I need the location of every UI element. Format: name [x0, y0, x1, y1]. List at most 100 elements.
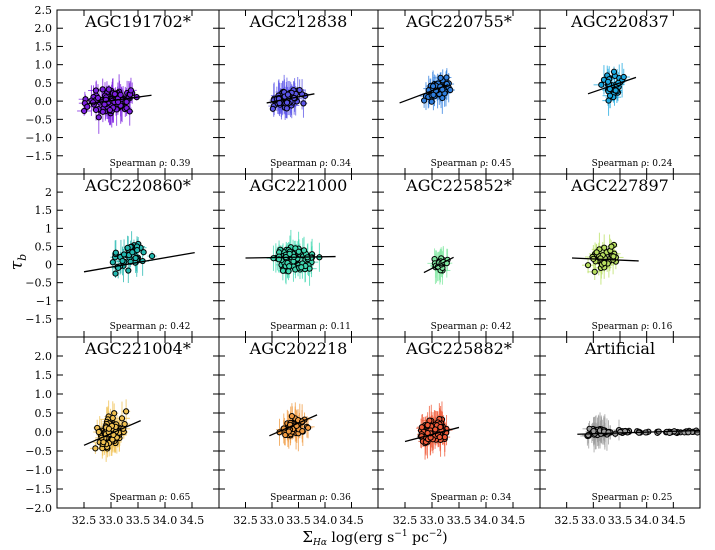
- fit-line: [245, 255, 336, 259]
- data-points: [276, 402, 315, 452]
- panel-agc220837: AGC220837 Spearman ρ: 0.24: [539, 9, 701, 175]
- data-point: [123, 98, 130, 106]
- data-point: [112, 270, 119, 277]
- data-point: [132, 254, 139, 262]
- data-point: [430, 91, 437, 98]
- y-tick-label: 1.5: [35, 204, 53, 217]
- panel-frame: [377, 9, 541, 175]
- data-points: [581, 232, 624, 285]
- panel-agc225882-star: 32.5 33.0 33.5 34.0 34.5 AGC225882* Spearman ρ…: [377, 336, 541, 527]
- x-tick-label: 33.5: [608, 514, 633, 527]
- data-point: [269, 105, 276, 112]
- data-point: [428, 98, 435, 105]
- panel-title: AGC212838: [249, 12, 348, 31]
- y-tick-label: 2.0: [35, 22, 53, 35]
- x-axis-label-subscript: Hα: [312, 538, 327, 548]
- data-points: [593, 62, 630, 116]
- fit-line: [83, 251, 195, 273]
- y-tick-label: −1.5: [25, 483, 52, 496]
- data-point: [112, 249, 119, 256]
- data-point: [288, 413, 296, 420]
- data-point: [606, 92, 614, 99]
- data-points: [89, 399, 131, 462]
- panel-grid: −1.5 −1.0 −0.5 0.0 0.5 1.0 1.5 2.0 2.5 AGC191702*…: [25, 4, 701, 527]
- data-point: [95, 114, 102, 121]
- fit-line: [269, 414, 318, 437]
- data-point: [447, 86, 454, 94]
- data-point: [424, 422, 431, 429]
- panel-frame: [56, 9, 220, 175]
- panel-artificial: 32.5 33.0 33.5 34.0 34.5 Artificial Spearman ρ…: [539, 336, 701, 527]
- x-tick-label: 33.0: [260, 514, 285, 527]
- spearman-label: Spearman ρ: 0.39: [110, 159, 191, 169]
- y-axis-label: τb: [7, 254, 29, 270]
- data-point: [286, 263, 293, 270]
- spearman-label: Spearman ρ: 0.36: [270, 493, 351, 503]
- data-point: [430, 83, 437, 90]
- panel-agc227897: AGC227897 Spearman ρ: 0.16: [539, 173, 701, 338]
- data-point: [436, 434, 443, 441]
- data-point: [304, 424, 312, 431]
- x-axis-label: ΣHα log(erg s−1 pc−2): [302, 528, 447, 548]
- fit-line: [266, 93, 315, 104]
- data-point: [617, 428, 624, 436]
- y-tick-label: 2: [45, 186, 52, 199]
- data-point: [124, 244, 131, 251]
- panel-title: AGC221004*: [84, 339, 191, 358]
- panel-frame: [539, 173, 701, 338]
- data-point: [119, 257, 126, 265]
- fit-line: [587, 76, 637, 95]
- data-point: [95, 428, 102, 436]
- x-tick-label: 34.5: [339, 514, 364, 527]
- data-point: [117, 91, 124, 98]
- x-axis-label-exponent-2: −2: [429, 529, 442, 539]
- fit-line: [404, 426, 460, 443]
- panel-agc191702-star: −1.5 −1.0 −0.5 0.0 0.5 1.0 1.5 2.0 2.5 AGC191702*…: [25, 4, 220, 175]
- panel-frame: [377, 336, 541, 509]
- spearman-label: Spearman ρ: 0.25: [592, 493, 673, 503]
- data-point: [140, 249, 147, 256]
- panel-agc212838: AGC212838 Spearman ρ: 0.34: [218, 9, 379, 175]
- x-tick-label: 34.0: [474, 514, 499, 527]
- spearman-label: Spearman ρ: 0.11: [270, 322, 351, 332]
- fit-line: [577, 429, 700, 435]
- data-point: [123, 408, 130, 415]
- spearman-label: Spearman ρ: 0.34: [431, 493, 512, 503]
- data-point: [593, 249, 600, 256]
- y-tick-label: 1: [45, 222, 52, 235]
- data-point: [284, 91, 292, 98]
- data-point: [285, 428, 292, 435]
- data-points: [580, 412, 700, 453]
- data-point: [99, 108, 106, 115]
- data-point: [604, 78, 612, 85]
- y-tick-label: −0.5: [25, 113, 52, 126]
- panel-title: AGC227897: [570, 176, 669, 195]
- data-point: [299, 428, 306, 435]
- data-point: [148, 252, 156, 260]
- data-point: [612, 87, 619, 94]
- panel-title: AGC225882*: [405, 339, 512, 358]
- data-point: [590, 428, 597, 435]
- y-tick-label: 0.5: [35, 77, 53, 90]
- data-point: [585, 431, 592, 439]
- x-tick-label: 32.5: [233, 514, 258, 527]
- data-point: [106, 106, 114, 114]
- spearman-label: Spearman ρ: 0.42: [431, 322, 512, 332]
- data-points: [268, 74, 310, 120]
- y-tick-label: −1.5: [25, 150, 52, 163]
- y-tick-label: 0.0: [35, 95, 53, 108]
- panel-frame: [377, 173, 541, 338]
- data-point: [84, 103, 91, 110]
- panel-title: AGC220860*: [84, 176, 191, 195]
- x-axis-label-text: log(erg s: [327, 530, 394, 546]
- spearman-label: Spearman ρ: 0.65: [110, 493, 191, 503]
- x-tick-label: 33.0: [99, 514, 124, 527]
- data-point: [134, 246, 141, 254]
- data-point: [443, 74, 450, 81]
- data-point: [610, 253, 617, 260]
- data-point: [125, 267, 132, 274]
- y-tick-label: −1.0: [25, 464, 52, 477]
- spearman-label: Spearman ρ: 0.34: [270, 159, 351, 169]
- panel-agc221000: AGC221000 Spearman ρ: 0.11: [218, 173, 379, 338]
- data-point: [283, 99, 291, 106]
